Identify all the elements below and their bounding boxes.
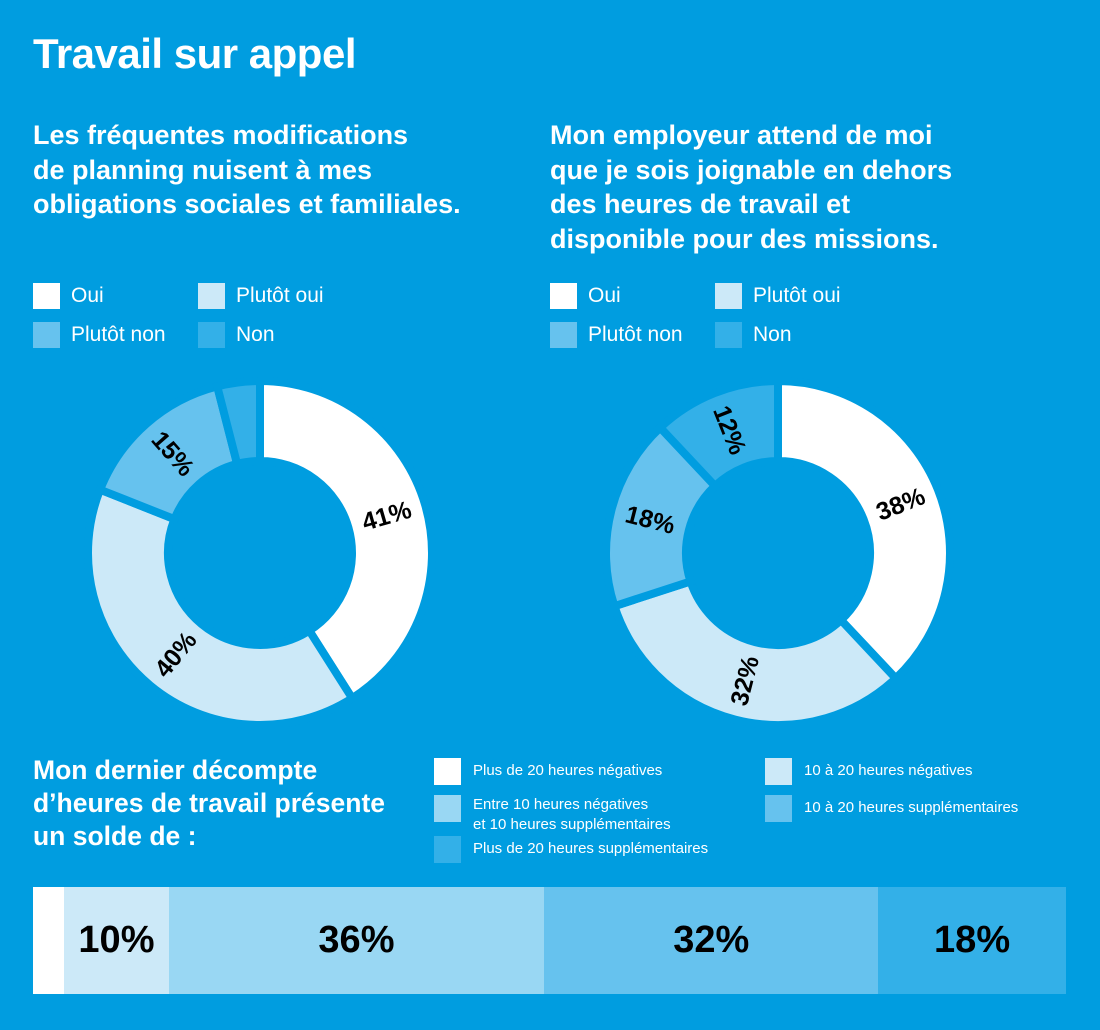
donut-slice-plutot-oui (84, 484, 358, 729)
legend-item-non: Non (198, 322, 363, 348)
swatch-neg20 (434, 758, 461, 785)
legend-label: Plus de 20 heures négatives (473, 762, 663, 779)
chart1-title: Les fréquentes modifications de planning… (33, 120, 461, 219)
legend-item-neg10-20: 10 à 20 heures négatives (765, 758, 972, 785)
legend-item-pm10: Entre 10 heures négatives et 10 heures s… (434, 795, 671, 835)
donut-slice-non (212, 376, 264, 469)
swatch-neg10-20 (765, 758, 792, 785)
bar-label-pm10: 36% (318, 919, 395, 961)
bar-segment-pos10-20: 32% (544, 887, 879, 994)
legend-label: Plutôt non (588, 323, 683, 346)
legend-item-pos20: Plus de 20 heures supplémentaires (434, 836, 708, 863)
legend-label: Non (236, 323, 275, 346)
legend-item-oui: Oui (33, 283, 198, 309)
chart1-legend: Oui Plutôt oui Plutôt non Non (33, 283, 363, 348)
bar-segment-neg10-20: 10% (64, 887, 169, 994)
chart3-legend: Plus de 20 heures négatives 10 à 20 heur… (434, 758, 1074, 868)
legend-label: Oui (71, 284, 104, 307)
donut-slice-oui (774, 376, 954, 685)
swatch-pm10 (434, 795, 461, 822)
swatch-plutot-non (33, 322, 60, 348)
swatch-oui (550, 283, 577, 309)
stacked-bar-chart: 10% 36% 32% 18% (33, 887, 1066, 994)
legend-item-non: Non (715, 322, 880, 348)
legend-item-plutot-oui: Plutôt oui (198, 283, 363, 309)
donut-slice-oui (256, 376, 436, 704)
swatch-non (198, 322, 225, 348)
donut-chart-2: 38%32%18%12% (602, 376, 954, 729)
bar-label-neg10-20: 10% (78, 919, 155, 961)
swatch-oui (33, 283, 60, 309)
legend-item-plutot-non: Plutôt non (550, 322, 715, 348)
donut-chart-1: 41%40%15% (84, 376, 436, 729)
legend-item-neg20: Plus de 20 heures négatives (434, 758, 662, 785)
swatch-pos20 (434, 836, 461, 863)
legend-label: Oui (588, 284, 621, 307)
legend-label: Non (753, 323, 792, 346)
donut-slice-non (654, 376, 782, 492)
legend-item-plutot-oui: Plutôt oui (715, 283, 880, 309)
chart2-title: Mon employeur attend de moi que je sois … (550, 120, 953, 254)
legend-label: Plutôt non (71, 323, 166, 346)
swatch-pos10-20 (765, 795, 792, 822)
bar-label-pos20: 18% (934, 919, 1011, 961)
swatch-plutot-non (550, 322, 577, 348)
legend-label: Plus de 20 heures supplémentaires (473, 840, 709, 857)
chart2-legend: Oui Plutôt oui Plutôt non Non (550, 283, 880, 348)
legend-item-oui: Oui (550, 283, 715, 309)
donut-slice-plutot-oui (609, 576, 902, 729)
bar-segment-pos20: 18% (878, 887, 1066, 994)
legend-label: Entre 10 heures négatives et 10 heures s… (473, 796, 671, 833)
legend-item-plutot-non: Plutôt non (33, 322, 198, 348)
swatch-plutot-oui (198, 283, 225, 309)
swatch-plutot-oui (715, 283, 742, 309)
bar-segment-neg20 (33, 887, 65, 994)
bar-segment-pm10: 36% (168, 887, 545, 994)
main-title: Travail sur appel (33, 30, 357, 77)
legend-label: 10 à 20 heures supplémentaires (804, 799, 1019, 816)
legend-label: Plutôt oui (753, 284, 841, 307)
bar-label-pos10-20: 32% (673, 919, 750, 961)
legend-label: Plutôt oui (236, 284, 324, 307)
chart3-title: Mon dernier décompte d’heures de travail… (33, 755, 386, 851)
legend-item-pos10-20: 10 à 20 heures supplémentaires (765, 795, 1018, 822)
swatch-non (715, 322, 742, 348)
legend-label: 10 à 20 heures négatives (804, 762, 973, 779)
